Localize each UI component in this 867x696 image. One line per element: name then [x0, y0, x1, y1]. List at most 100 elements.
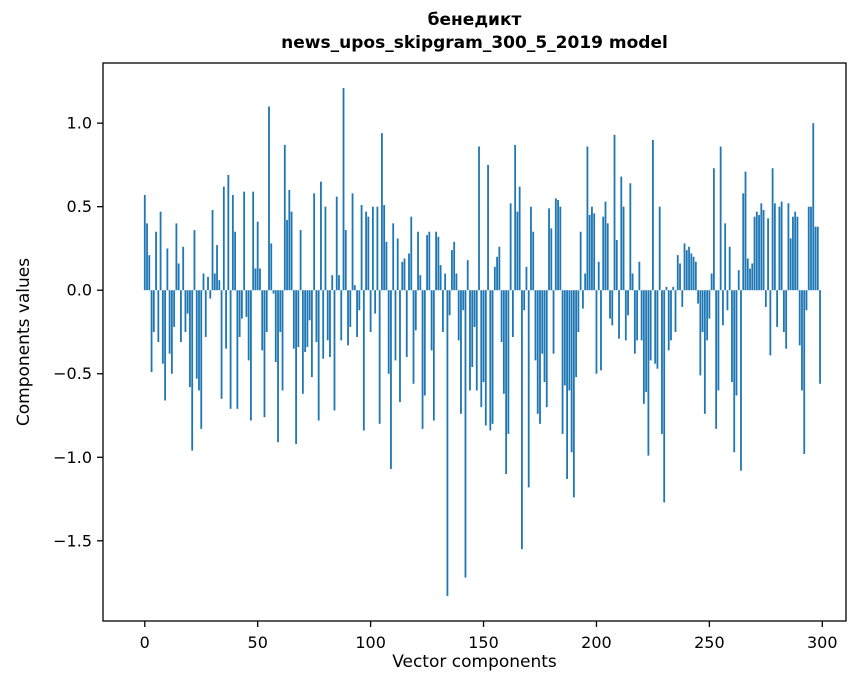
bar	[554, 198, 557, 291]
bar	[511, 290, 514, 337]
bar	[744, 171, 747, 291]
bar	[432, 290, 435, 421]
bar	[408, 253, 410, 291]
bar	[390, 290, 392, 469]
bar	[719, 146, 722, 291]
bar	[180, 290, 182, 342]
bar	[272, 290, 275, 294]
bar	[656, 290, 659, 369]
bar	[740, 290, 742, 471]
bar	[642, 290, 645, 404]
bar	[489, 290, 492, 431]
bar	[679, 263, 681, 291]
bar	[530, 206, 532, 291]
bar	[582, 290, 584, 309]
bar	[143, 194, 146, 291]
bar	[448, 290, 451, 316]
bar	[500, 290, 503, 342]
bar	[146, 223, 148, 291]
axes-spine	[102, 62, 847, 622]
bar	[688, 246, 690, 291]
bar	[579, 231, 582, 291]
bar	[778, 206, 781, 291]
bar	[708, 290, 711, 319]
bar	[216, 245, 218, 291]
bar	[722, 290, 724, 326]
bar	[202, 273, 205, 291]
bar	[563, 290, 566, 386]
bar	[387, 290, 390, 374]
bar	[755, 211, 758, 291]
bar	[383, 205, 386, 291]
bar	[527, 290, 530, 488]
bar	[177, 263, 180, 291]
bar	[256, 221, 259, 291]
bar	[726, 290, 729, 311]
bar	[478, 146, 480, 291]
bar	[148, 255, 151, 291]
bar	[532, 231, 535, 291]
bar	[570, 290, 573, 453]
bar	[690, 253, 693, 291]
bar	[414, 290, 417, 331]
bar	[455, 273, 458, 291]
bar	[771, 168, 774, 291]
bar	[539, 290, 541, 424]
bar	[600, 290, 602, 371]
bar	[369, 290, 372, 332]
bar	[685, 250, 688, 291]
bar	[731, 290, 733, 383]
bar	[157, 290, 160, 342]
bar	[155, 231, 157, 291]
bar	[627, 290, 629, 316]
bar	[541, 290, 544, 354]
bar	[663, 290, 666, 503]
bar	[618, 290, 620, 339]
bar	[426, 235, 428, 291]
bar	[749, 268, 751, 291]
bar	[620, 176, 623, 291]
bar	[604, 201, 607, 291]
bar	[283, 144, 286, 291]
bar	[333, 290, 336, 411]
bar	[403, 258, 406, 291]
bar	[310, 290, 313, 378]
bar	[161, 290, 164, 364]
bar	[735, 290, 738, 396]
bar	[471, 290, 474, 368]
bar	[559, 206, 562, 291]
bar	[649, 290, 652, 361]
x-tick-label: 0	[140, 633, 150, 652]
bar	[166, 248, 169, 291]
bar	[803, 290, 806, 454]
bar	[776, 290, 779, 327]
bar	[502, 290, 505, 394]
bar	[665, 286, 668, 291]
bar	[274, 290, 277, 363]
bar	[807, 206, 810, 291]
bar	[782, 290, 785, 332]
bar	[351, 193, 354, 291]
bar	[746, 258, 749, 291]
bar	[728, 246, 731, 291]
bar	[487, 164, 489, 291]
bar	[469, 290, 471, 391]
bar	[480, 290, 483, 408]
bar	[218, 280, 221, 291]
bar	[234, 231, 237, 291]
bar	[715, 290, 718, 429]
bar	[441, 290, 444, 332]
bar	[606, 223, 609, 291]
bar	[410, 216, 413, 291]
chart-title-block: бенедикт news_upos_skipgram_300_5_2019 m…	[103, 9, 846, 55]
bar	[306, 290, 309, 348]
bar	[243, 191, 246, 291]
bar	[670, 290, 672, 341]
bar	[557, 199, 559, 291]
bar	[683, 243, 686, 291]
bar	[591, 206, 593, 291]
bar	[304, 290, 307, 353]
bar	[376, 206, 379, 291]
